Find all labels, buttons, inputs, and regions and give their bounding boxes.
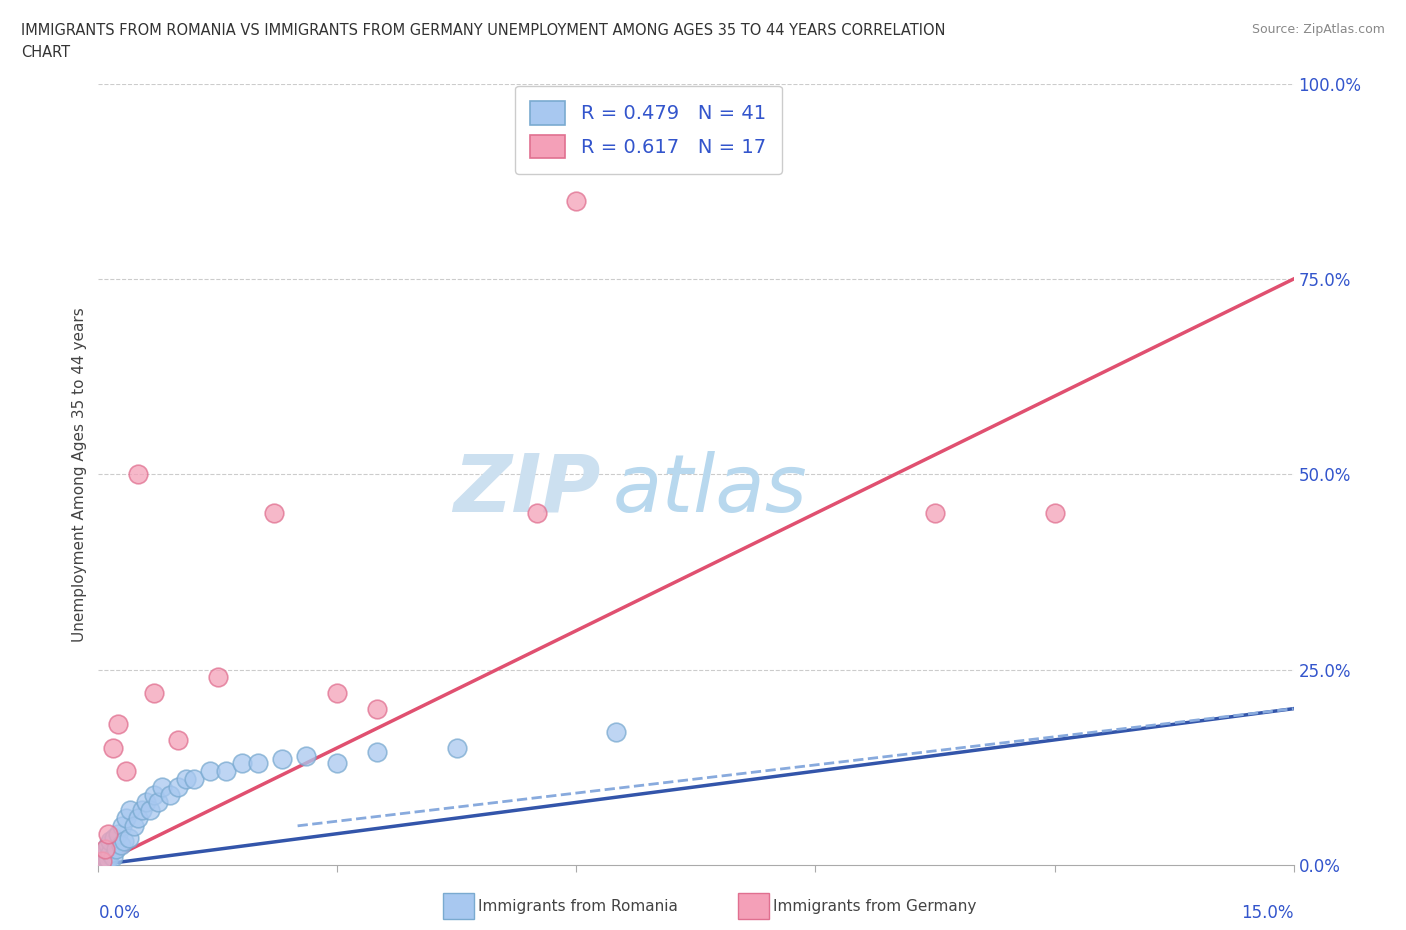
Point xyxy=(103,830,125,845)
Point xyxy=(98,845,122,860)
Point xyxy=(139,803,162,817)
Point xyxy=(366,744,388,759)
Point xyxy=(94,842,117,857)
Y-axis label: Unemployment Among Ages 35 to 44 years: Unemployment Among Ages 35 to 44 years xyxy=(72,307,87,642)
Point xyxy=(143,787,166,802)
Point xyxy=(96,845,118,860)
Point xyxy=(231,756,253,771)
Point xyxy=(110,838,132,853)
Point xyxy=(174,772,197,787)
Text: IMMIGRANTS FROM ROMANIA VS IMMIGRANTS FROM GERMANY UNEMPLOYMENT AMONG AGES 35 TO: IMMIGRANTS FROM ROMANIA VS IMMIGRANTS FR… xyxy=(21,23,946,38)
Point xyxy=(294,748,316,763)
Point xyxy=(124,818,146,833)
Point xyxy=(326,685,349,700)
Point xyxy=(107,826,129,841)
Point xyxy=(215,764,238,778)
Point xyxy=(605,724,627,739)
Point xyxy=(101,850,124,865)
Text: 15.0%: 15.0% xyxy=(1241,904,1294,922)
Point xyxy=(148,795,170,810)
Text: atlas: atlas xyxy=(613,451,807,529)
Text: Immigrants from Germany: Immigrants from Germany xyxy=(773,899,977,914)
Point xyxy=(183,772,205,787)
Point xyxy=(101,740,124,755)
Point xyxy=(115,764,138,778)
Legend: R = 0.479   N = 41, R = 0.617   N = 17: R = 0.479 N = 41, R = 0.617 N = 17 xyxy=(515,86,782,174)
Point xyxy=(127,467,149,482)
Point xyxy=(159,787,181,802)
Point xyxy=(924,506,946,521)
Point xyxy=(118,830,141,845)
Point xyxy=(96,842,118,857)
Point xyxy=(207,670,229,684)
Point xyxy=(263,506,285,521)
Point xyxy=(97,851,120,866)
Text: Source: ZipAtlas.com: Source: ZipAtlas.com xyxy=(1251,23,1385,36)
Point xyxy=(107,717,129,732)
Point xyxy=(1043,506,1066,521)
Point xyxy=(135,795,157,810)
Point xyxy=(104,842,127,857)
Point xyxy=(150,779,173,794)
Point xyxy=(167,779,190,794)
Point xyxy=(565,193,588,208)
Text: CHART: CHART xyxy=(21,45,70,60)
Point xyxy=(111,818,134,833)
Point xyxy=(97,826,120,841)
Point xyxy=(120,803,142,817)
Point xyxy=(167,733,190,748)
Point xyxy=(198,764,221,778)
Point xyxy=(93,854,115,869)
Point xyxy=(446,740,468,755)
Point xyxy=(97,838,120,853)
Point xyxy=(115,811,138,826)
Point xyxy=(91,854,114,869)
Point xyxy=(366,701,388,716)
Point xyxy=(98,834,122,849)
Point xyxy=(326,756,349,771)
Point xyxy=(127,811,149,826)
Point xyxy=(143,685,166,700)
Point xyxy=(94,850,117,865)
Point xyxy=(270,752,292,767)
Point xyxy=(246,756,269,771)
Text: 0.0%: 0.0% xyxy=(98,904,141,922)
Point xyxy=(112,834,135,849)
Point xyxy=(91,855,114,870)
Text: ZIP: ZIP xyxy=(453,451,600,529)
Point xyxy=(131,803,153,817)
Point xyxy=(526,506,548,521)
Text: Immigrants from Romania: Immigrants from Romania xyxy=(478,899,678,914)
